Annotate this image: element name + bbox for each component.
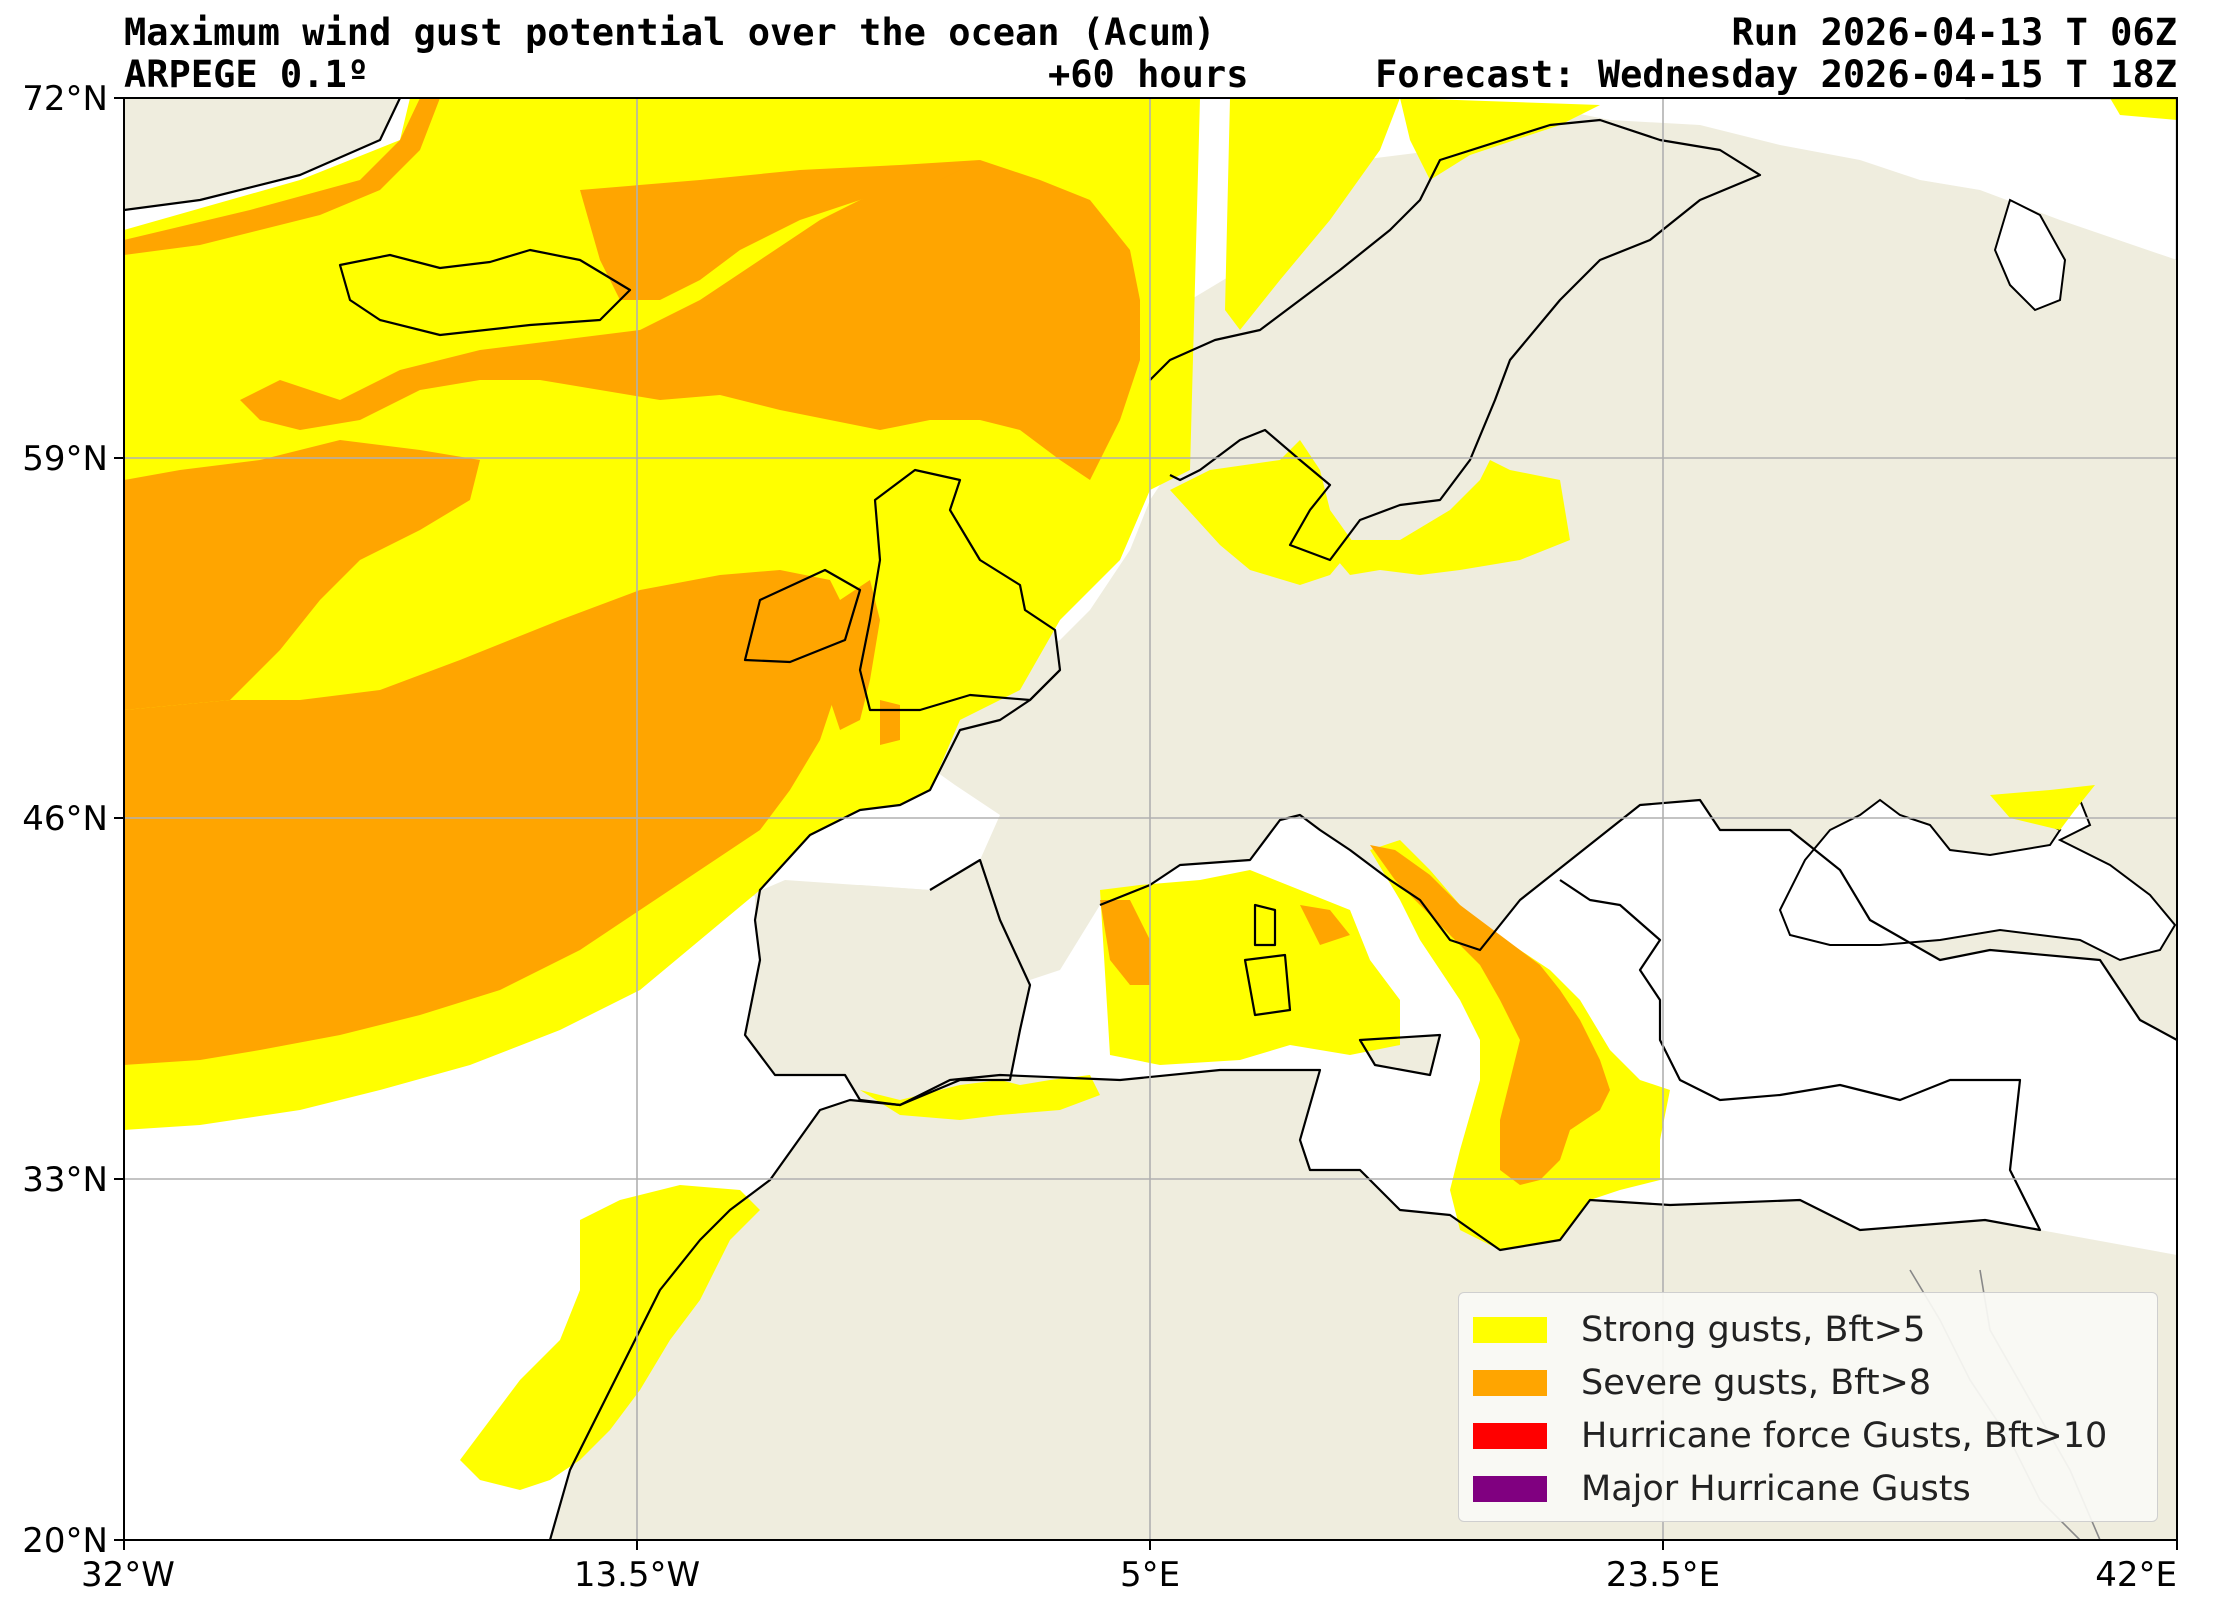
lon-tick-labels: 32°W 13.5°W 5°E 23.5°E 42°E [81,1555,2177,1595]
legend-label: Major Hurricane Gusts [1581,1468,1971,1509]
legend-label: Hurricane force Gusts, Bft>10 [1581,1415,2108,1456]
legend-swatch [1473,1316,1547,1343]
legend-item-hurricane: Hurricane force Gusts, Bft>10 [1473,1409,2143,1462]
caspian-sea [1993,198,2067,312]
lat-tick-label: 20°N [22,1521,108,1561]
black-sea [1778,798,2177,962]
land-iberia [745,860,1030,1105]
lead-time-label: +60 hours [1048,53,1249,96]
legend-item-severe: Severe gusts, Bft>8 [1473,1356,2143,1409]
forecast-label: Forecast: Wednesday 2026-04-15 T 18Z [1375,53,2177,96]
map-title: Maximum wind gust potential over the oce… [124,11,1216,54]
land-europe [750,110,2177,1040]
coastline-layer [124,98,2177,1540]
lon-tick-label: 32°W [81,1555,175,1595]
tick-marks [114,97,2178,1550]
legend-swatch [1473,1475,1547,1502]
lat-tick-label: 72°N [22,79,108,119]
legend-swatch [1473,1422,1547,1449]
lon-tick-label: 5°E [1120,1555,1180,1595]
model-label: ARPEGE 0.1º [124,53,370,96]
legend-item-major: Major Hurricane Gusts [1473,1462,2143,1515]
lat-tick-label: 46°N [22,799,108,839]
lon-tick-label: 42°E [2095,1555,2177,1595]
legend-label: Severe gusts, Bft>8 [1581,1362,1932,1403]
legend-label: Strong gusts, Bft>5 [1581,1309,1926,1350]
lat-tick-labels: 72°N 59°N 46°N 33°N 20°N [22,79,108,1561]
lon-tick-label: 13.5°W [574,1555,700,1595]
legend-swatch [1473,1369,1547,1396]
legend-item-strong: Strong gusts, Bft>5 [1473,1303,2143,1356]
lat-tick-label: 59°N [22,439,108,479]
lon-tick-label: 23.5°E [1606,1555,1720,1595]
land-greenland [124,98,400,210]
lat-tick-label: 33°N [22,1160,108,1200]
run-label: Run 2026-04-13 T 06Z [1731,11,2177,54]
graticule [124,98,2177,1540]
map-legend: Strong gusts, Bft>5 Severe gusts, Bft>8 … [1458,1292,2158,1522]
